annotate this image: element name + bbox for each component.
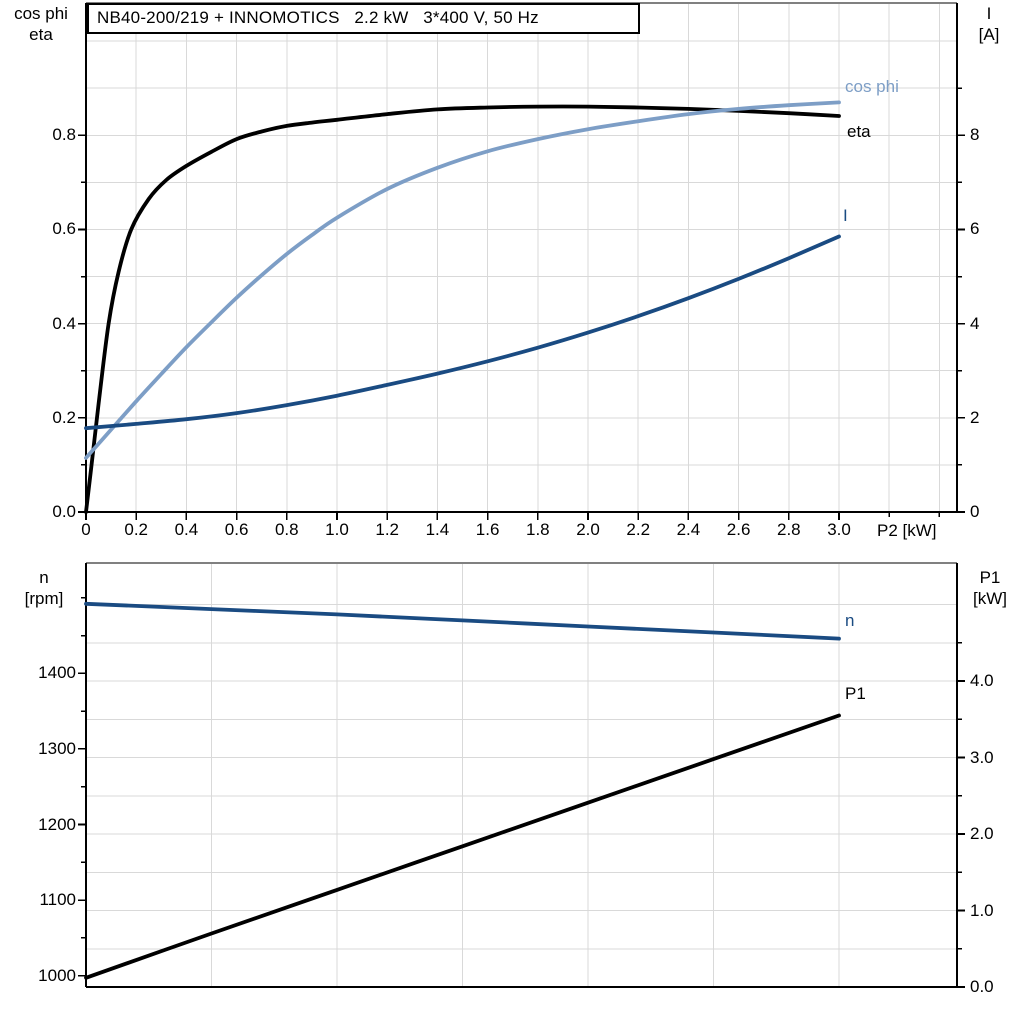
axis-title-eta-line: eta <box>29 25 53 44</box>
tick-label: 1.0 <box>970 900 994 920</box>
tick-label: 3.0 <box>970 747 994 767</box>
tick-label: 0.2 <box>124 520 149 539</box>
tick-label: 4.0 <box>970 671 994 691</box>
tick-label: 2.4 <box>676 520 701 539</box>
tick-label: 0.4 <box>174 520 199 539</box>
tick-label: 0 <box>970 502 980 521</box>
axis-title-p2: P2 [kW] <box>877 521 937 540</box>
curve-i <box>84 234 841 431</box>
tick-label: 0.6 <box>224 520 249 539</box>
tick-label: 1.6 <box>475 520 500 539</box>
tick-label: 2.8 <box>776 520 801 539</box>
tick-label: 0.6 <box>52 219 76 239</box>
tick-label: 6 <box>970 219 980 239</box>
axis-title-cosphi-eta: cos phi eta <box>2 3 80 45</box>
tick-label: 1400 <box>38 663 76 683</box>
axis-title-p1-line: P1 <box>979 568 1001 587</box>
tick-label: 0.8 <box>274 520 299 539</box>
axis-title-p1: P1 [kW] <box>960 567 1020 609</box>
tick-label: 2.0 <box>576 520 600 539</box>
curve-label-current: I <box>843 205 848 225</box>
tick-label: 1.4 <box>425 520 450 539</box>
curve-label-p1: P1 <box>845 683 866 703</box>
axis-title-n-unit: [rpm] <box>24 589 64 608</box>
curve-label-n: n <box>845 610 855 630</box>
tick-label: 2.0 <box>970 824 994 843</box>
curve-p1 <box>84 713 841 980</box>
tick-label: 0.0 <box>970 977 994 996</box>
tick-label: 0 <box>81 520 91 539</box>
curve-label-eta: eta <box>847 122 871 141</box>
axis-title-n-line: n <box>39 568 49 587</box>
tick-label: 1200 <box>38 814 76 834</box>
axis-title-p1-unit: [kW] <box>973 589 1007 608</box>
curve-label-cos-phi: cos phi <box>845 77 899 97</box>
axis-title-current-unit: [A] <box>978 25 1000 44</box>
curve-cos-phi <box>84 100 841 460</box>
tick-label: 2.2 <box>626 520 651 539</box>
tick-label: 1300 <box>38 738 76 758</box>
curve-eta <box>84 104 841 514</box>
tick-label: 2.6 <box>726 520 751 539</box>
axis-title-current-line: I <box>986 4 992 23</box>
tick-label: 3.0 <box>827 520 851 539</box>
tick-label: 2 <box>970 407 980 427</box>
tick-label: 0.8 <box>52 125 76 145</box>
tick-label: 1000 <box>38 965 76 985</box>
tick-label: 1.8 <box>525 520 550 539</box>
chart-title: NB40-200/219 + INNOMOTICS 2.2 kW 3*400 V… <box>87 3 640 34</box>
axis-title-cos-phi-line: cos phi <box>14 4 68 23</box>
tick-label: 0.4 <box>52 313 76 333</box>
curve-n <box>84 601 841 641</box>
tick-label: 4 <box>970 313 980 333</box>
tick-label: 1.0 <box>325 520 349 539</box>
tick-label: 8 <box>970 125 980 145</box>
tick-label: 0.0 <box>52 502 76 521</box>
tick-label: 1.2 <box>375 520 400 539</box>
axis-title-n: n [rpm] <box>6 567 82 609</box>
tick-label: 0.2 <box>52 407 76 427</box>
axis-title-current: I [A] <box>960 3 1018 45</box>
tick-label: 1100 <box>39 890 76 910</box>
